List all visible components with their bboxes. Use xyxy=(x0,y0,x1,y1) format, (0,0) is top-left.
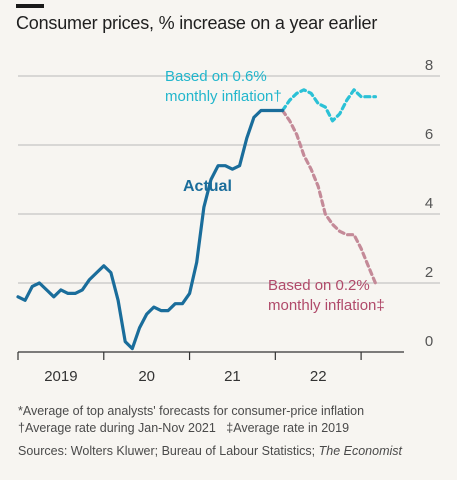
label-low-forecast-line-1: Based on 0.2% xyxy=(268,277,370,294)
x-tick-label-22: 22 xyxy=(310,368,327,385)
sources-publication: The Economist xyxy=(318,444,402,458)
label-actual: Actual xyxy=(183,178,232,195)
header-rule xyxy=(16,4,44,8)
series-actual-line xyxy=(16,108,285,351)
footnote-rates: †Average rate during Jan-Nov 2021 ‡Avera… xyxy=(18,420,453,437)
y-tick-label-8: 8 xyxy=(425,57,433,74)
x-tick-label-20: 20 xyxy=(138,368,155,385)
y-tick-label-6: 6 xyxy=(425,126,433,143)
footnote-forecast: *Average of top analysts' forecasts for … xyxy=(18,404,365,418)
sources-text: Sources: Wolters Kluwer; Bureau of Labou… xyxy=(18,444,319,458)
footnote-dagger: †Average rate during Jan-Nov 2021 xyxy=(18,421,216,435)
chart-title: Consumer prices, % increase on a year ea… xyxy=(16,13,378,33)
label-high-forecast-line-1: Based on 0.6% xyxy=(165,68,267,85)
chart-notes: *Average of top analysts' forecasts for … xyxy=(18,403,453,460)
footnote-double-dagger: ‡Average rate in 2019 xyxy=(226,421,350,435)
label-low-forecast-line-2: monthly inflation‡ xyxy=(268,297,385,314)
series-low-forecast-line xyxy=(280,108,377,285)
y-tick-label-0: 0 xyxy=(425,333,433,350)
y-tick-label-4: 4 xyxy=(425,195,433,212)
x-tick-label-21: 21 xyxy=(224,368,241,385)
line-chart: 0 2 4 6 8 2019 20 21 22 Actual Based on 0.6% monthl… xyxy=(16,57,440,385)
series-high-forecast-line xyxy=(280,88,377,123)
y-tick-label-2: 2 xyxy=(425,264,433,281)
label-high-forecast-line-2: monthly inflation† xyxy=(165,88,282,105)
x-tick-label-2019: 2019 xyxy=(44,368,77,385)
sources-line: Sources: Wolters Kluwer; Bureau of Labou… xyxy=(18,443,453,460)
